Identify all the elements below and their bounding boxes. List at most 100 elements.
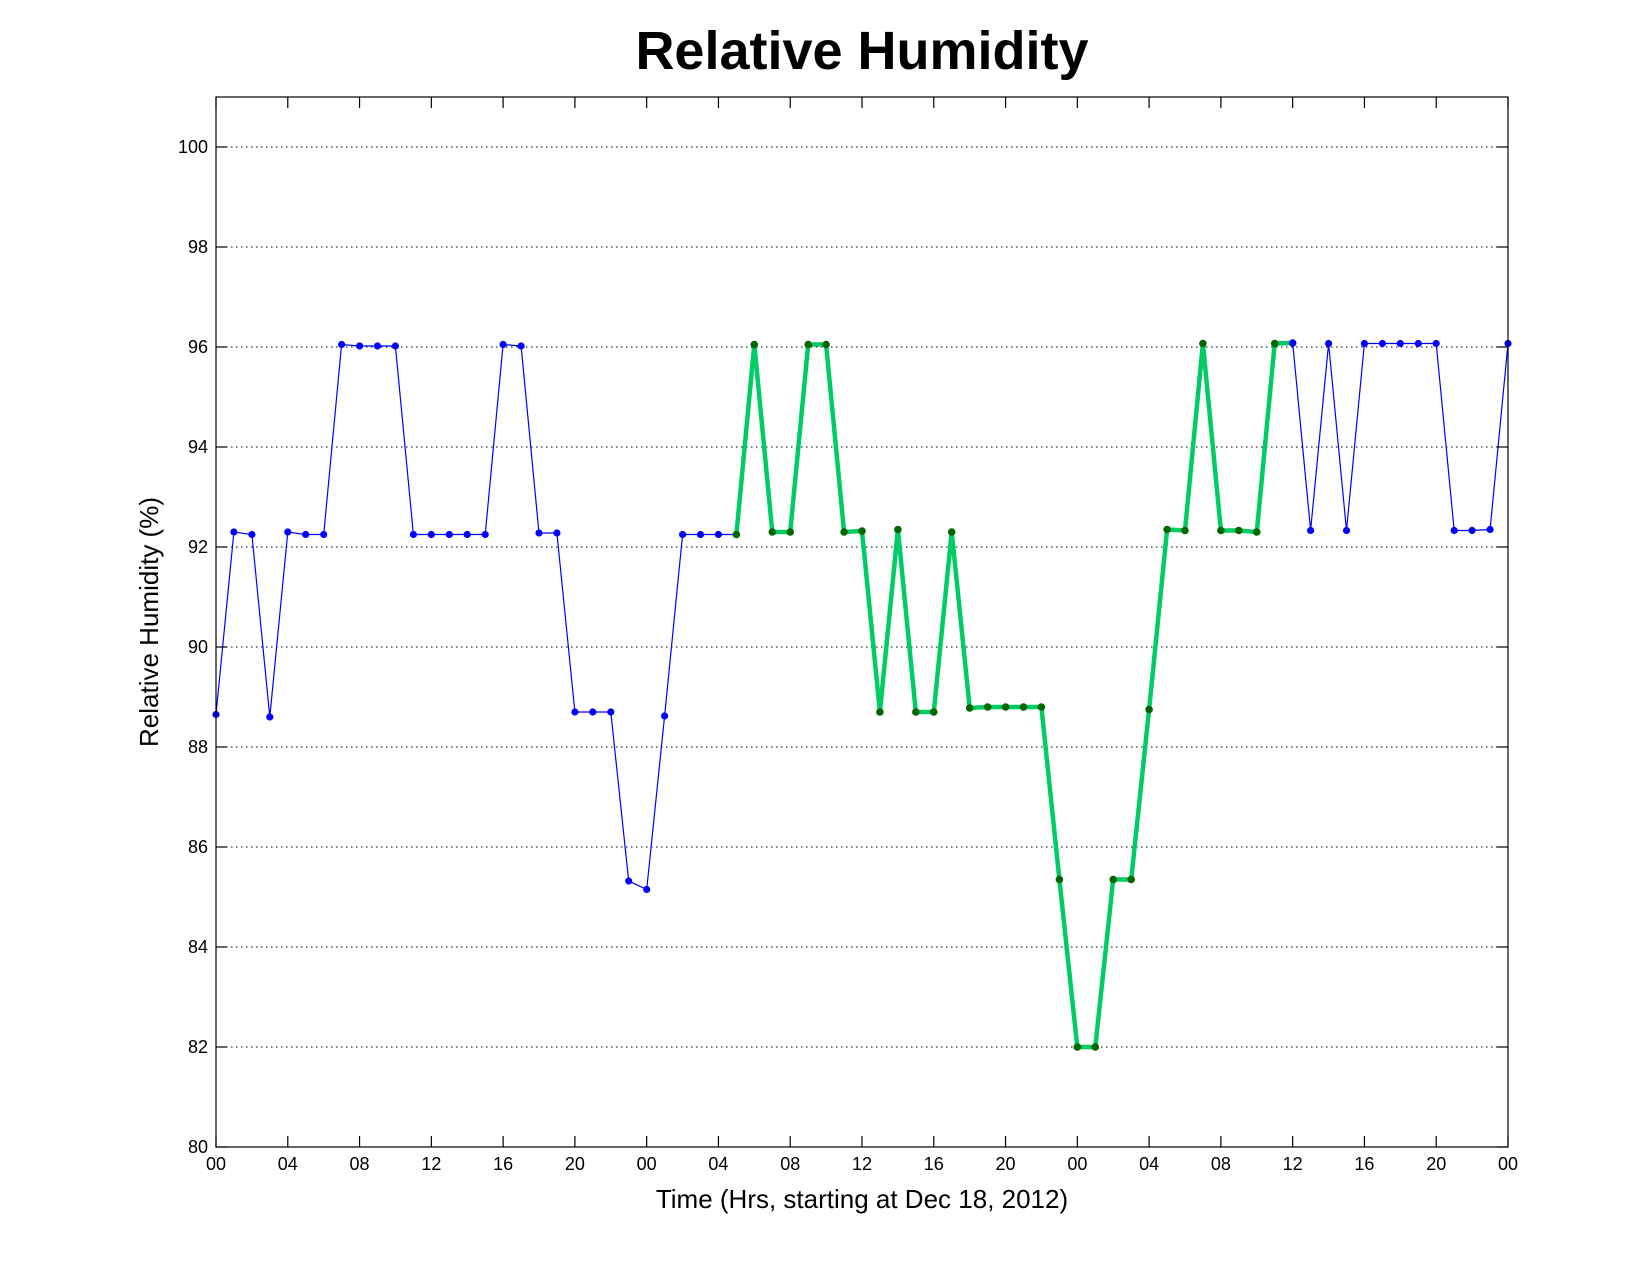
chart-title: Relative Humidity xyxy=(635,21,1088,81)
data-point xyxy=(302,530,310,539)
data-point xyxy=(912,708,920,716)
data-point xyxy=(1360,339,1368,348)
axis-ticks xyxy=(215,97,1509,1148)
data-point xyxy=(1486,525,1494,534)
data-point xyxy=(1432,339,1440,348)
x-tick-label: 20 xyxy=(996,1154,1016,1174)
data-point xyxy=(338,340,346,349)
x-tick-label: 04 xyxy=(1139,1154,1159,1174)
data-point xyxy=(1127,875,1135,884)
x-tick-label: 20 xyxy=(565,1154,585,1174)
data-point xyxy=(589,708,597,716)
x-tick-label: 12 xyxy=(1283,1154,1303,1174)
grid-lines xyxy=(216,146,1508,1048)
data-point xyxy=(1109,875,1117,884)
y-tick-label: 96 xyxy=(188,337,208,357)
data-point xyxy=(1217,526,1225,535)
data-point xyxy=(1163,525,1171,534)
data-point xyxy=(248,530,256,539)
data-point xyxy=(643,885,651,894)
data-point xyxy=(607,708,615,716)
data-point xyxy=(1235,526,1243,535)
data-point xyxy=(1342,526,1351,535)
data-point xyxy=(320,530,328,539)
x-tick-label: 08 xyxy=(1211,1154,1231,1174)
data-point xyxy=(1091,1043,1100,1051)
data-point xyxy=(1253,528,1261,536)
data-point xyxy=(804,340,812,349)
plot-area xyxy=(216,97,1508,1147)
data-point xyxy=(409,530,417,539)
x-tick-label: 08 xyxy=(780,1154,800,1174)
tick-labels: 80 82 84 86 88 90 92 94 96 98 100 00 04 08 12 16 20 00 04 0… xyxy=(178,137,1518,1174)
data-point xyxy=(858,527,866,535)
data-point xyxy=(822,340,830,349)
x-tick-label: 08 xyxy=(350,1154,370,1174)
data-point xyxy=(1450,526,1458,535)
y-tick-label: 80 xyxy=(188,1137,208,1157)
data-point xyxy=(266,713,274,721)
data-point xyxy=(768,528,777,536)
data-point xyxy=(1199,339,1207,348)
data-point xyxy=(427,530,435,539)
x-tick-label: 12 xyxy=(852,1154,872,1174)
x-tick-label: 04 xyxy=(708,1154,728,1174)
x-tick-label: 16 xyxy=(1354,1154,1374,1174)
data-point xyxy=(625,877,633,885)
data-point xyxy=(356,342,364,350)
x-tick-label: 16 xyxy=(493,1154,513,1174)
y-tick-label: 86 xyxy=(188,837,208,857)
y-tick-label: 84 xyxy=(188,937,208,957)
data-point xyxy=(1270,339,1279,348)
data-point xyxy=(1055,875,1064,884)
y-tick-label: 92 xyxy=(188,537,208,557)
data-point xyxy=(983,703,992,711)
x-tick-label: 16 xyxy=(924,1154,944,1174)
data-point xyxy=(1181,526,1189,535)
data-point xyxy=(1468,526,1476,535)
data-point xyxy=(750,340,759,349)
y-tick-label: 82 xyxy=(188,1037,208,1057)
data-point xyxy=(1325,339,1333,348)
x-tick-label: 00 xyxy=(637,1154,657,1174)
data-point xyxy=(1289,339,1297,347)
data-point xyxy=(1396,339,1404,348)
x-tick-label: 04 xyxy=(278,1154,298,1174)
data-point xyxy=(786,528,794,536)
data-point xyxy=(553,529,561,537)
x-axis-label: Time (Hrs, starting at Dec 18, 2012) xyxy=(656,1184,1068,1214)
data-point xyxy=(1414,339,1422,348)
data-point xyxy=(714,530,723,539)
data-point xyxy=(840,528,848,536)
data-point xyxy=(1037,703,1046,711)
x-tick-label: 00 xyxy=(206,1154,226,1174)
data-point xyxy=(947,528,956,536)
data-point xyxy=(894,525,902,534)
data-point xyxy=(463,530,471,539)
data-point xyxy=(230,528,238,536)
data-point xyxy=(696,530,705,539)
series-line xyxy=(734,340,1293,1050)
y-axis-label: Relative Humidity (%) xyxy=(134,497,164,747)
data-point xyxy=(930,708,938,716)
y-tick-label: 98 xyxy=(188,237,208,257)
x-tick-label: 00 xyxy=(1498,1154,1518,1174)
data-point xyxy=(373,342,382,350)
data-point xyxy=(1145,705,1153,714)
data-point xyxy=(284,528,292,536)
data-point xyxy=(679,530,687,539)
data-point xyxy=(1073,1043,1082,1051)
data-point xyxy=(445,530,453,539)
x-tick-label: 20 xyxy=(1426,1154,1446,1174)
data-point xyxy=(1019,703,1028,711)
y-tick-label: 90 xyxy=(188,637,208,657)
data-point xyxy=(732,530,741,539)
data-point xyxy=(481,530,489,539)
data-point xyxy=(499,340,507,349)
data-point xyxy=(517,342,525,350)
data-series xyxy=(212,339,1512,1051)
data-point xyxy=(535,529,543,537)
y-tick-label: 88 xyxy=(188,737,208,757)
data-point xyxy=(571,708,579,716)
